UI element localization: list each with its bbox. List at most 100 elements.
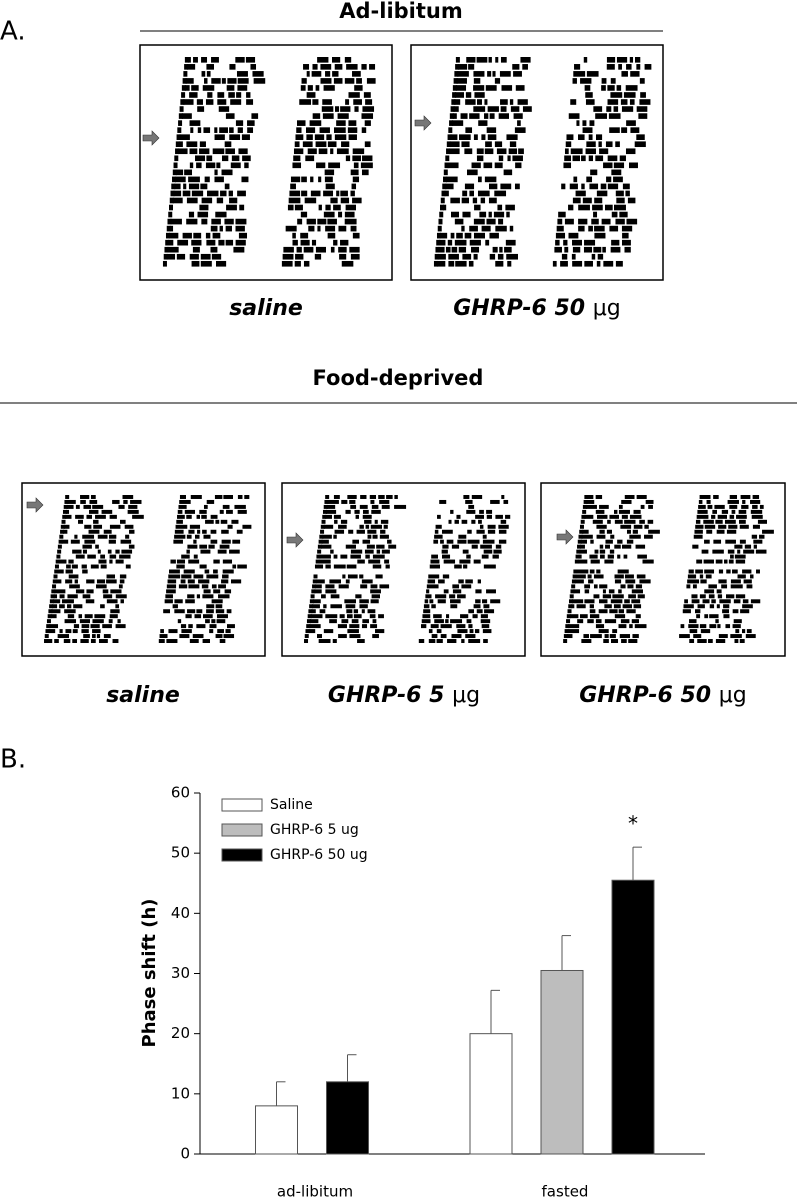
activity [610,92,623,98]
activity [75,504,80,509]
activity [223,634,235,639]
activity [336,190,340,197]
activity [584,260,593,267]
activity [573,589,581,594]
activity [330,197,338,204]
activity [348,134,357,140]
activity [360,584,368,589]
activity [725,624,731,629]
activity [726,569,731,574]
activity [568,204,574,211]
onset [324,499,329,504]
onset [569,594,574,599]
activity [445,183,454,190]
activity [473,85,485,91]
activity [216,260,227,267]
activity [320,78,332,84]
activity [474,204,481,211]
activity [692,584,697,589]
activity [65,629,72,634]
activity [618,509,630,514]
activity [349,634,361,639]
activity [558,211,566,218]
activity [86,579,95,584]
activity [347,574,358,579]
onset [304,639,309,644]
activity [215,604,223,609]
activity [179,495,186,499]
activity [455,92,465,98]
activity [435,524,442,529]
activity [236,92,242,98]
onset [306,619,311,624]
activity [226,609,232,614]
activity [361,609,365,614]
activity [222,504,230,509]
activity [503,499,509,504]
activity [300,85,306,91]
activity [93,524,103,529]
activity [498,113,510,119]
activity [225,239,234,246]
activity [217,92,225,98]
activity [590,169,598,176]
activity [214,495,223,499]
onset [440,197,445,204]
activity [232,564,237,569]
onset [48,609,53,614]
activity [456,232,463,239]
activity [453,106,459,112]
onset [439,211,444,218]
activity [693,534,703,539]
activity [489,253,496,260]
onset [568,599,573,604]
activity [110,589,122,594]
activity [224,218,234,225]
activity [315,246,327,253]
activity [437,599,446,604]
activity [601,78,607,84]
activity [631,589,643,594]
activity [704,539,710,544]
activity [634,141,646,148]
activity [166,584,177,589]
onset [566,619,571,624]
activity [588,225,593,232]
activity [340,554,348,559]
activity [443,589,449,594]
activity [500,106,507,112]
activity [712,549,724,554]
activity [300,239,310,246]
activity [59,604,65,609]
activity [340,197,350,204]
activity [630,71,640,77]
activity [327,232,336,239]
activity [590,634,602,639]
activity [621,127,628,133]
activity [684,599,688,604]
activity [506,253,518,260]
activity [454,218,464,225]
activity [591,218,599,225]
annotation: * [628,812,638,836]
onset [49,599,54,604]
activity [365,554,370,559]
activity [716,604,720,609]
activity [698,499,703,504]
activity [640,92,646,98]
activity [206,239,216,246]
activity [714,504,725,509]
activity [740,609,750,614]
activity [576,604,586,609]
activity [555,239,560,246]
activity [178,584,188,589]
activity [132,514,144,519]
activity [626,539,634,544]
activity [75,514,84,519]
activity [229,127,234,133]
activity [224,141,232,148]
onset [174,155,179,162]
activity [317,218,327,225]
activity [715,519,723,524]
activity [445,619,449,624]
